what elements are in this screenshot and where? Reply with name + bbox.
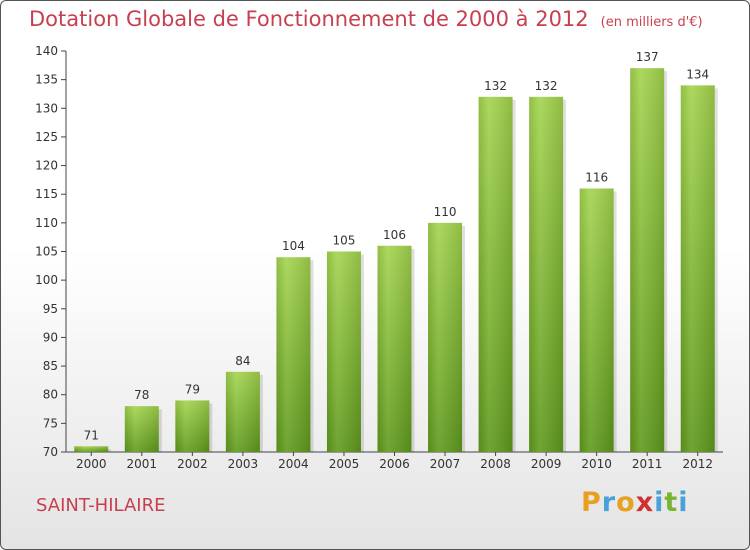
logo-letter: i: [678, 487, 689, 518]
logo-letter: r: [601, 487, 617, 518]
logo-letter: t: [664, 487, 679, 518]
bar-value-label: 104: [282, 239, 305, 253]
bar-value-label: 78: [134, 388, 149, 402]
bar-value-label: 84: [235, 354, 250, 368]
x-tick-label: 2008: [480, 457, 511, 471]
x-tick-label: 2000: [76, 457, 107, 471]
commune-name: SAINT-HILAIRE: [36, 495, 166, 516]
bar-shade: [377, 245, 412, 452]
bar-value-label: 71: [84, 428, 99, 442]
y-tick-label: 80: [43, 388, 58, 402]
y-tick-label: 125: [35, 130, 58, 144]
y-tick-label: 105: [35, 245, 58, 259]
x-tick-label: 2002: [177, 457, 208, 471]
bar-value-label: 134: [686, 67, 709, 81]
y-tick-label: 115: [35, 187, 58, 201]
y-tick-label: 70: [43, 445, 58, 459]
bar-chart: 70 75 80 85 90 95 100 105 110 115 120 125 130 135 140 2…: [35, 44, 723, 471]
bar-shade: [428, 222, 463, 452]
bar-value-label: 137: [636, 50, 659, 64]
bar-value-label: 106: [383, 228, 406, 242]
proxiti-logo: Proxiti: [581, 487, 689, 518]
bar-shade: [276, 257, 311, 452]
bar-value-label: 110: [434, 205, 457, 219]
y-tick-label: 90: [43, 330, 58, 344]
bars: 71 78 79 84 104 105 106 110 132 132 116 137 134: [74, 50, 718, 452]
bar-value-label: 116: [585, 170, 608, 184]
bar-value-label: 132: [535, 79, 558, 93]
bar-shade: [225, 371, 260, 452]
chart-title: Dotation Globale de Fonctionnement de 20…: [29, 7, 703, 31]
y-tick-label: 95: [43, 302, 58, 316]
bar-shade: [579, 188, 614, 452]
x-tick-label: 2011: [632, 457, 663, 471]
bar-shade: [175, 400, 210, 452]
bar-shade: [124, 406, 159, 452]
y-tick-label: 110: [35, 216, 58, 230]
bar-value-label: 79: [185, 382, 200, 396]
bar-value-label: 105: [333, 234, 356, 248]
x-tick-label: 2006: [379, 457, 410, 471]
x-tick-label: 2001: [127, 457, 158, 471]
logo-letter: x: [635, 487, 655, 518]
y-tick-label: 75: [43, 416, 58, 430]
bar-value-label: 132: [484, 79, 507, 93]
axes: 70 75 80 85 90 95 100 105 110 115 120 125 130 135 140 2…: [35, 44, 723, 471]
x-tick-label: 2003: [228, 457, 259, 471]
x-tick-label: 2009: [531, 457, 562, 471]
x-tick-label: 2010: [581, 457, 612, 471]
x-tick-label: 2004: [278, 457, 309, 471]
logo-letter: i: [654, 487, 665, 518]
bar-shade: [74, 446, 109, 452]
bar-shade: [680, 85, 715, 452]
bar-shade: [630, 68, 665, 452]
y-tick-label: 120: [35, 159, 58, 173]
x-tick-label: 2012: [682, 457, 713, 471]
logo-letter: P: [581, 487, 602, 518]
bar-shade: [529, 96, 564, 452]
x-tick-label: 2005: [329, 457, 360, 471]
y-tick-label: 100: [35, 273, 58, 287]
bar-shade: [326, 251, 361, 452]
y-tick-label: 85: [43, 359, 58, 373]
bar-shade: [478, 96, 513, 452]
y-tick-label: 130: [35, 101, 58, 115]
chart-title-text: Dotation Globale de Fonctionnement de 20…: [29, 7, 589, 31]
y-tick-label: 135: [35, 73, 58, 87]
y-tick-label: 140: [35, 44, 58, 58]
chart-subtitle: (en milliers d'€): [600, 15, 703, 30]
logo-letter: o: [616, 487, 636, 518]
x-tick-label: 2007: [430, 457, 461, 471]
